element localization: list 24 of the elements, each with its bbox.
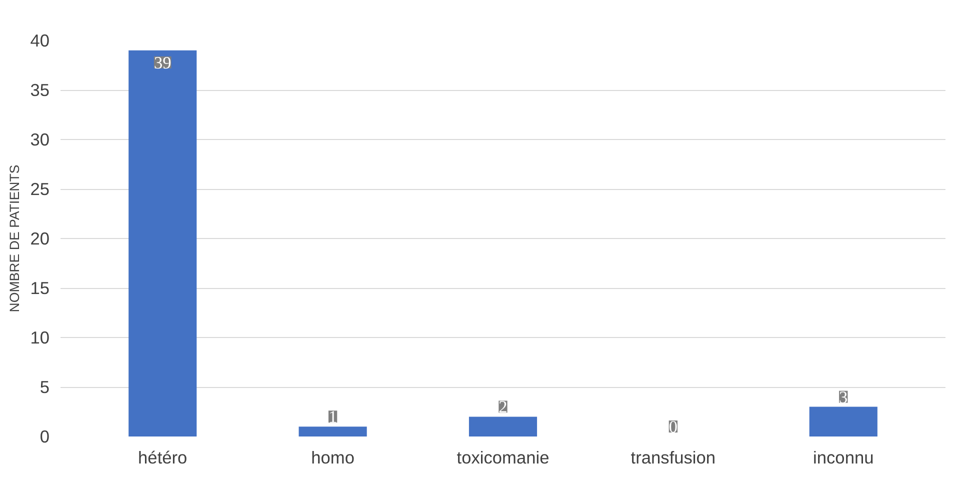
y-tick-label: 20 <box>30 228 50 248</box>
y-tick-label: 10 <box>30 328 50 348</box>
data-label: 3 <box>839 388 848 407</box>
data-label: 0 <box>668 418 678 436</box>
bar <box>298 426 367 436</box>
data-label: 2 <box>498 398 508 417</box>
y-tick-label: 15 <box>30 278 50 298</box>
y-tick-label: 5 <box>40 377 50 397</box>
bar <box>809 406 878 436</box>
y-axis-title: NOMBRE DE PATIENTS <box>7 164 22 312</box>
x-tick-label: transfusion <box>630 448 716 468</box>
data-label: 1 <box>328 408 338 427</box>
bar <box>128 50 197 436</box>
y-tick-label: 40 <box>30 30 50 50</box>
x-tick-label: inconnu <box>813 448 874 468</box>
bar <box>468 416 538 436</box>
y-tick-label: 30 <box>30 130 50 150</box>
y-tick-label: 25 <box>30 179 50 199</box>
y-tick-label: 35 <box>30 80 50 100</box>
y-tick-label: 0 <box>40 426 50 446</box>
x-tick-label: homo <box>311 448 354 468</box>
x-tick-label: hétéro <box>138 448 188 468</box>
x-tick-label: toxicomanie <box>456 448 550 468</box>
data-label: 39 <box>154 53 172 72</box>
